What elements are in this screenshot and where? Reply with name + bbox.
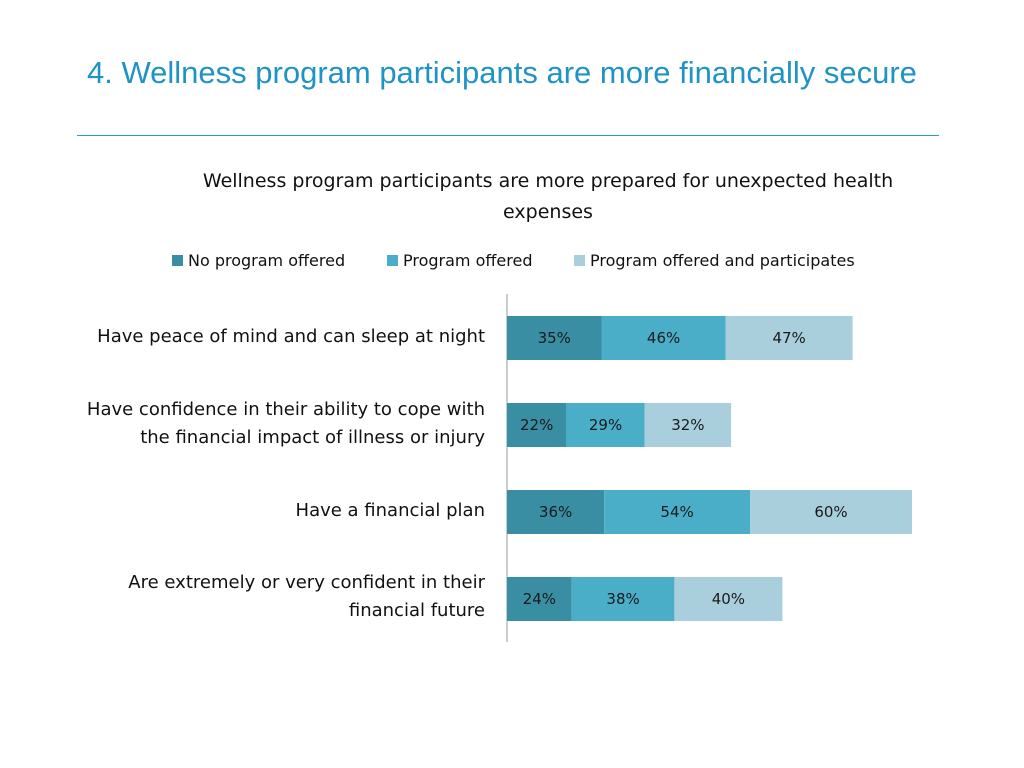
data-label-confidence-cope-series-3: 32%	[671, 416, 704, 434]
bar-confident-future-series-3	[674, 577, 783, 621]
data-label-peace-of-mind-series-3: 47%	[772, 329, 805, 347]
bar-peace-of-mind-series-3	[725, 316, 853, 360]
chart-legend: No program offered Program offered Progr…	[0, 251, 1024, 273]
bar-financial-plan-series-2	[604, 490, 750, 534]
bar-financial-plan-series-3	[750, 490, 912, 534]
bar-confidence-cope-series-2	[566, 403, 645, 447]
bar-confidence-cope-series-3	[644, 403, 732, 447]
legend-item-participates: Program offered and participates	[574, 251, 855, 270]
category-label-peace-of-mind: Have peace of mind and can sleep at nigh…	[45, 323, 485, 351]
data-label-confident-future-series-1: 24%	[523, 590, 556, 608]
data-label-confidence-cope-series-2: 29%	[589, 416, 622, 434]
category-label-financial-plan: Have a financial plan	[45, 497, 485, 525]
bar-confident-future-series-1	[507, 577, 572, 621]
category-label-line: Are extremely or very confident in their	[128, 572, 485, 593]
bar-confident-future-series-2	[571, 577, 675, 621]
category-label-line: the financial impact of illness or injur…	[140, 427, 485, 448]
bar-financial-plan-series-1	[507, 490, 605, 534]
data-label-financial-plan-series-2: 54%	[660, 503, 693, 521]
title-divider	[77, 135, 939, 136]
data-label-financial-plan-series-1: 36%	[539, 503, 572, 521]
bar-peace-of-mind-series-1	[507, 316, 602, 360]
data-label-confidence-cope-series-1: 22%	[520, 416, 553, 434]
legend-swatch-program-offered	[387, 255, 398, 266]
legend-label-participates: Program offered and participates	[590, 251, 855, 270]
category-label-line: financial future	[348, 600, 485, 621]
category-label-confident-future: Are extremely or very confident in their…	[45, 569, 485, 625]
bar-confidence-cope-series-1	[507, 403, 567, 447]
category-label-line: Have a financial plan	[295, 500, 485, 521]
data-label-peace-of-mind-series-1: 35%	[538, 329, 571, 347]
data-label-confident-future-series-3: 40%	[712, 590, 745, 608]
legend-label-program-offered: Program offered	[403, 251, 533, 270]
data-label-confident-future-series-2: 38%	[606, 590, 639, 608]
chart-title: Wellness program participants are more p…	[202, 170, 894, 223]
data-label-peace-of-mind-series-2: 46%	[647, 329, 680, 347]
category-label-confidence-cope: Have confidence in their ability to cope…	[45, 396, 485, 452]
legend-swatch-no-program	[172, 255, 183, 266]
legend-item-no-program: No program offered	[172, 251, 345, 270]
legend-label-no-program: No program offered	[188, 251, 346, 270]
bar-peace-of-mind-series-2	[601, 316, 726, 360]
data-label-financial-plan-series-3: 60%	[814, 503, 847, 521]
legend-item-program-offered: Program offered	[387, 251, 532, 270]
category-label-line: Have peace of mind and can sleep at nigh…	[97, 326, 485, 347]
slide-title: 4. Wellness program participants are mor…	[87, 55, 917, 90]
legend-swatch-participates	[574, 255, 585, 266]
category-label-line: Have confidence in their ability to cope…	[86, 399, 485, 420]
